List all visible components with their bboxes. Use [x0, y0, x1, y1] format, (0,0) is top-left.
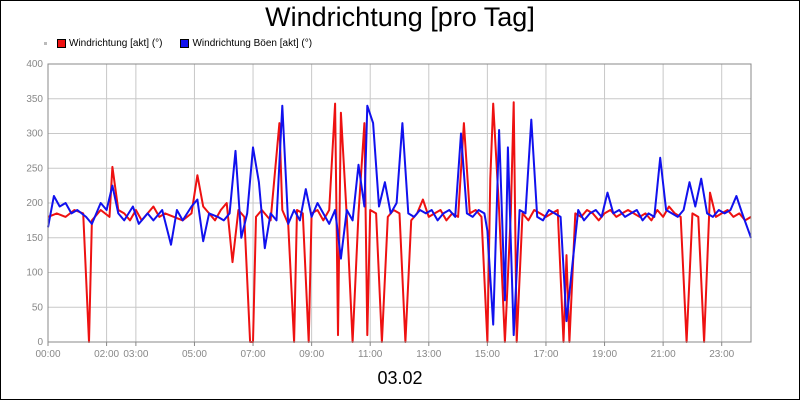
x-tick-label: 00:00 — [35, 349, 60, 360]
x-tick-label: 13:00 — [416, 349, 441, 360]
x-tick-label: 19:00 — [592, 349, 617, 360]
x-tick-label: 02:00 — [94, 349, 119, 360]
x-tick-label: 03:00 — [123, 349, 148, 360]
chart-title: Windrichtung [pro Tag] — [265, 2, 535, 32]
legend-item-series-0: Windrichtung [akt] (°) — [57, 38, 162, 49]
legend-label-series-0: Windrichtung [akt] (°) — [69, 38, 163, 49]
x-tick-label: 23:00 — [709, 349, 734, 360]
chart-legend: Windrichtung [akt] (°) Windrichtung Böen… — [44, 38, 330, 49]
legend-marker-icon — [44, 42, 47, 45]
series-line-0 — [47, 101, 752, 343]
x-tick-label: 05:00 — [182, 349, 207, 360]
x-axis-label: 03.02 — [377, 368, 423, 388]
legend-swatch-series-0 — [57, 39, 66, 48]
legend-swatch-series-1 — [180, 39, 190, 48]
x-tick-label: 07:00 — [241, 349, 266, 360]
y-axis-ticks: 0 50 100 150 200 250 300 350 400 — [26, 59, 43, 348]
x-axis-ticks: 00:00 02:00 03:00 05:00 07:00 09:00 11:00 13:00… — [35, 342, 735, 360]
y-tick-label: 250 — [26, 163, 43, 174]
y-tick-label: 0 — [37, 337, 43, 348]
series-line-1 — [47, 104, 752, 337]
x-tick-label: 15:00 — [475, 349, 500, 360]
y-tick-label: 300 — [26, 129, 43, 140]
legend-label-series-1: Windrichtung Böen [akt] (°) — [192, 38, 313, 49]
legend-item-series-1: Windrichtung Böen [akt] (°) — [180, 38, 312, 49]
x-tick-label: 09:00 — [299, 349, 324, 360]
plot-area-border — [47, 63, 752, 343]
x-tick-label: 21:00 — [651, 349, 676, 360]
y-tick-label: 400 — [26, 59, 43, 70]
series-lines — [47, 101, 752, 343]
x-tick-label: 17:00 — [533, 349, 558, 360]
y-tick-label: 100 — [26, 268, 43, 279]
y-tick-label: 350 — [26, 94, 43, 105]
y-tick-label: 150 — [26, 233, 43, 244]
y-tick-label: 50 — [32, 302, 44, 313]
y-tick-label: 200 — [26, 198, 43, 209]
grid-lines — [47, 63, 751, 343]
x-tick-label: 11:00 — [358, 349, 383, 360]
